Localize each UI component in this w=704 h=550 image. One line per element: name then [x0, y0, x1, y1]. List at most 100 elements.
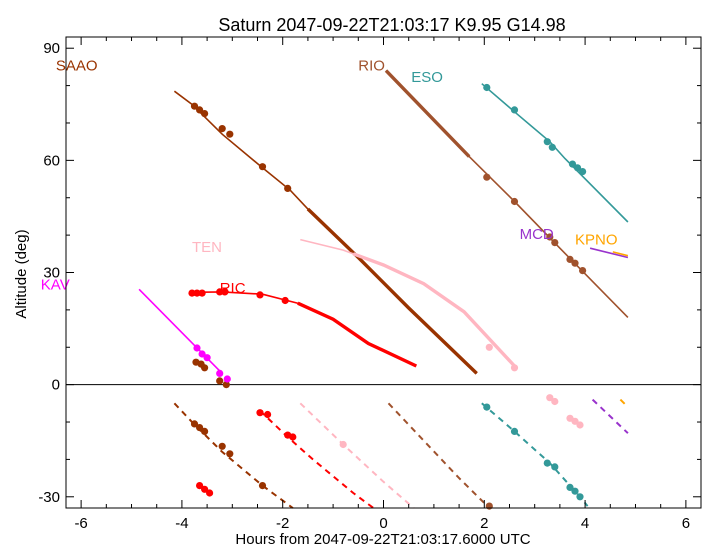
series-marker [289, 433, 297, 441]
y-tick-label: 30 [43, 265, 60, 282]
series-marker [190, 420, 199, 428]
series-marker [203, 354, 211, 362]
series-marker [198, 350, 206, 358]
chart-title: Saturn 2047-09-22T21:03:17 K9.95 G14.98 [218, 15, 565, 35]
series-label-eso: ESO [411, 69, 443, 86]
x-tick-label: -6 [74, 515, 87, 532]
x-tick-label: 4 [581, 515, 589, 532]
series-marker [576, 493, 584, 501]
series-kav: KAV [41, 276, 231, 383]
series-ten: TEN [192, 238, 584, 509]
series-marker [579, 267, 587, 275]
series-label-mcd: MCD [520, 226, 554, 243]
y-axis-label: Altitude (deg) [13, 229, 30, 318]
series-marker [193, 344, 201, 352]
series-marker [510, 106, 519, 114]
series-rio: RIO [358, 58, 629, 510]
series-label-ten: TEN [192, 239, 222, 256]
series-line-thick [306, 207, 478, 375]
series-marker [571, 259, 579, 267]
series-line-thick [352, 252, 516, 368]
series-line-above-horizon [300, 238, 516, 367]
series-marker [193, 289, 201, 297]
series-line-above-horizon [138, 288, 223, 374]
y-tick-label: -30 [38, 489, 60, 506]
series-marker [226, 130, 234, 138]
x-tick-label: -2 [276, 515, 289, 532]
series-marker [483, 83, 491, 92]
series-marker [226, 450, 234, 458]
series-marker [223, 375, 231, 383]
series-marker [573, 164, 582, 172]
series-marker [190, 102, 199, 110]
series-mcd: MCD [520, 226, 629, 434]
series-marker [576, 421, 584, 429]
series-marker [568, 160, 577, 168]
series-marker [571, 417, 579, 425]
axes: -6 -4 -2 0 2 4 6 -30 0 30 60 90 [38, 37, 701, 532]
series-kpno: KPNO [575, 232, 629, 408]
series-line-above-horizon [191, 291, 417, 367]
series-marker [551, 463, 559, 471]
series-marker [281, 296, 289, 305]
x-tick-label: 0 [379, 515, 387, 532]
series-marker [551, 239, 559, 247]
series-line-below-horizon [619, 398, 629, 408]
series-marker [485, 502, 493, 510]
series-marker [218, 125, 226, 133]
series-marker [201, 485, 209, 493]
series-marker [483, 173, 491, 181]
series-marker [222, 381, 230, 389]
series-marker [218, 442, 226, 450]
series-marker [256, 291, 264, 299]
series-marker [216, 288, 224, 296]
series-marker [196, 424, 204, 432]
series-marker [571, 487, 579, 495]
series-line-below-horizon [299, 402, 415, 509]
y-tick-label: 90 [43, 40, 60, 57]
series-eso: ESO [411, 69, 629, 507]
series-marker [201, 110, 209, 118]
series-marker [206, 489, 214, 497]
series-marker [566, 483, 574, 491]
series-marker [485, 343, 493, 351]
series-line-below-horizon [387, 402, 491, 509]
series-line-thick [384, 69, 471, 158]
y-tick-label: 60 [43, 152, 60, 169]
series-marker [264, 410, 272, 419]
plot-frame [65, 36, 702, 509]
x-tick-label: 6 [682, 515, 690, 532]
y-tick-label: 0 [52, 377, 60, 394]
series-marker [216, 369, 224, 377]
series-saao: SAAO [56, 58, 478, 509]
series-line-below-horizon [259, 410, 374, 509]
series-marker [198, 289, 206, 297]
series-marker [543, 138, 551, 146]
plot-area: SAAO RIO ESO TEN MCD KPNO KAV RIC [41, 58, 701, 510]
series-marker [548, 143, 556, 151]
series-marker [510, 197, 519, 206]
series-line-below-horizon [173, 402, 294, 509]
series-line-above-horizon [481, 83, 629, 223]
series-marker [566, 255, 574, 263]
x-tick-label: -4 [175, 515, 188, 532]
series-marker [256, 409, 264, 417]
series-marker [188, 289, 196, 297]
series-marker [201, 364, 209, 372]
series-marker [551, 397, 559, 406]
series-marker [258, 163, 267, 171]
series-marker [201, 427, 209, 435]
series-marker [510, 427, 519, 435]
series-marker [339, 440, 347, 449]
series-label-kpno: KPNO [575, 232, 618, 249]
series-ric: RIC [188, 280, 418, 509]
x-axis-label: Hours from 2047-09-22T21:03:17.6000 UTC [235, 531, 530, 548]
series-line-above-horizon [589, 247, 629, 259]
series-marker [543, 459, 551, 467]
series-marker [546, 394, 554, 402]
series-marker [196, 482, 204, 490]
series-label-ric: RIC [220, 280, 246, 297]
series-marker [221, 288, 229, 296]
series-marker [579, 168, 587, 176]
